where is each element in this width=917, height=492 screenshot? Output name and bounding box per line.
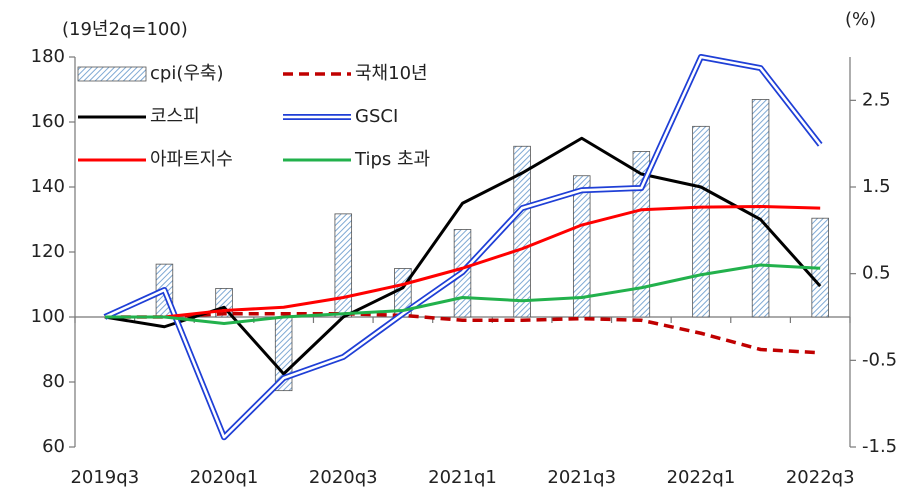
- x-tick-label: 2022q1: [667, 467, 736, 488]
- line-series: [104, 136, 822, 376]
- y-axis-label: (19년2q=100): [62, 19, 188, 40]
- y2-tick-label: 0.5: [862, 263, 891, 284]
- bar: [334, 213, 353, 318]
- y-tick-label: 60: [42, 436, 65, 457]
- line-series: [104, 312, 821, 355]
- line-series: [104, 263, 821, 325]
- x-tick-label: 2020q1: [190, 467, 259, 488]
- legend-label: 아파트지수: [150, 149, 233, 170]
- bar: [632, 151, 651, 318]
- y2-tick-label: 2.5: [862, 89, 891, 110]
- y2-tick-label: -0.5: [862, 349, 897, 370]
- y-tick-label: 100: [31, 306, 65, 327]
- bar: [751, 99, 770, 318]
- line-series-inner: [104, 55, 822, 439]
- legend-swatch: [77, 66, 147, 82]
- x-tick-label: 2019q3: [70, 467, 139, 488]
- x-tick-label: 2021q1: [428, 467, 497, 488]
- legend-label: 국채10년: [355, 63, 428, 84]
- x-tick-label: 2021q3: [547, 467, 616, 488]
- line-series: [104, 205, 821, 319]
- plot: 60 80 100 120 140 160 180 -1.5 -0.5 0.5 1.5 2.5 2019…: [31, 46, 897, 488]
- y2-tick-label: -1.5: [862, 436, 897, 457]
- legend-label: cpi(우축): [150, 63, 224, 84]
- y-tick-label: 140: [31, 176, 65, 197]
- bar: [513, 145, 531, 318]
- y-tick-label: 120: [31, 241, 65, 262]
- y2-tick-label: 1.5: [862, 176, 891, 197]
- legend-label: GSCI: [355, 106, 398, 127]
- legend-label: Tips 초과: [354, 149, 430, 170]
- y2-axis-label: (%): [845, 9, 876, 30]
- x-tick-label: 2020q3: [309, 467, 378, 488]
- y-tick-label: 180: [31, 46, 65, 67]
- bar: [692, 125, 710, 318]
- x-tick-label: 2022q3: [786, 467, 855, 488]
- bar: [572, 175, 591, 318]
- y-tick-label: 160: [31, 111, 65, 132]
- legend-label: 코스피: [150, 106, 200, 127]
- y-tick-label: 80: [42, 371, 65, 392]
